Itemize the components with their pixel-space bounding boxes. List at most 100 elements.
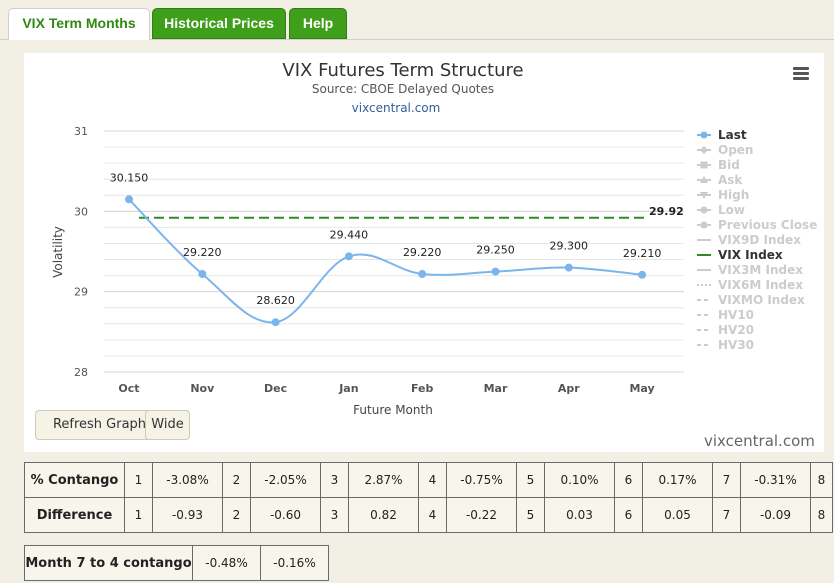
refresh-graph-button[interactable]: Refresh Graph	[35, 410, 164, 440]
legend-item[interactable]: VIX6M Index	[697, 278, 803, 292]
last-series-point	[418, 269, 427, 278]
table-cell: 4	[418, 462, 447, 498]
vix-index-label: 29.92	[649, 205, 684, 218]
legend-label: Previous Close	[718, 218, 817, 232]
table-cell: 4	[418, 497, 447, 533]
legend-item[interactable]: Last	[697, 128, 747, 142]
table-cell: 6	[614, 462, 643, 498]
legend-marker-triangle	[700, 176, 708, 183]
legend-item[interactable]: VIX9D Index	[697, 233, 801, 247]
legend-label: High	[718, 188, 749, 202]
legend-item[interactable]: VIX3M Index	[697, 263, 803, 277]
legend-marker-circle	[700, 131, 708, 139]
legend-item[interactable]: HV10	[697, 308, 754, 322]
last-series-point	[125, 195, 133, 204]
table-cell: 2.87%	[348, 462, 419, 498]
legend-item[interactable]: VIXMO Index	[697, 293, 805, 307]
legend-label: Last	[718, 128, 747, 142]
data-label: 29.440	[330, 228, 369, 241]
last-series-point	[491, 267, 500, 276]
tab-help[interactable]: Help	[289, 8, 347, 39]
row-label: Month 7 to 4 contango	[24, 545, 193, 581]
legend-item[interactable]: High	[697, 188, 749, 202]
table-cell: 7	[712, 462, 741, 498]
table-cell: 3	[320, 462, 349, 498]
x-tick-label: Mar	[484, 382, 508, 395]
tab-historical-prices[interactable]: Historical Prices	[152, 8, 286, 39]
legend-label: VIX3M Index	[718, 263, 803, 277]
legend-label: Low	[718, 203, 745, 217]
legend-label: HV30	[718, 338, 754, 352]
legend-marker-circle	[700, 206, 708, 214]
term-structure-chart: VIX Futures Term Structure Source: CBOE …	[51, 60, 817, 417]
legend-item[interactable]: Ask	[697, 173, 743, 187]
table-cell: -2.05%	[250, 462, 321, 498]
table-cell: -0.48%	[192, 545, 261, 581]
table-cell: 0.82	[348, 497, 419, 533]
row-label: % Contango	[24, 462, 125, 498]
legend-item[interactable]: VIX Index	[697, 248, 783, 262]
chart-panel: VIX Futures Term Structure Source: CBOE …	[24, 53, 824, 452]
legend-marker-diamond	[700, 146, 708, 154]
table-cell: 5	[516, 497, 545, 533]
table-row: Difference 1 -0.93 2 -0.60 3 0.82 4 -0.2…	[24, 497, 833, 533]
y-tick-label: 30	[74, 205, 88, 218]
chart-menu-icon[interactable]	[793, 67, 809, 81]
legend-label: VIX6M Index	[718, 278, 803, 292]
table-cell: 7	[712, 497, 741, 533]
legend-item[interactable]: Open	[697, 143, 753, 157]
y-axis-label: Volatility	[51, 226, 65, 278]
chart-subtitle: Source: CBOE Delayed Quotes	[312, 82, 494, 96]
table-cell: 0.10%	[544, 462, 615, 498]
row-label: Difference	[24, 497, 125, 533]
table-cell: -0.31%	[740, 462, 811, 498]
table-cell: -0.22	[446, 497, 517, 533]
legend-item[interactable]: HV30	[697, 338, 754, 352]
legend-marker-circle	[700, 221, 708, 229]
legend-label: Open	[718, 143, 753, 157]
x-tick-label: May	[629, 382, 654, 395]
table-cell: -0.75%	[446, 462, 517, 498]
table-row: Month 7 to 4 contango -0.48% -0.16%	[24, 545, 329, 581]
legend-label: Ask	[718, 173, 743, 187]
data-label: 30.150	[110, 171, 149, 184]
month-contango-table: Month 7 to 4 contango -0.48% -0.16%	[24, 545, 329, 581]
last-series-point	[271, 318, 280, 327]
legend-item[interactable]: Bid	[697, 158, 740, 172]
legend-item[interactable]: Low	[697, 203, 745, 217]
x-tick-label: Feb	[411, 382, 434, 395]
wide-button[interactable]: Wide	[145, 410, 190, 440]
table-cell: 0.17%	[642, 462, 713, 498]
legend-label: HV10	[718, 308, 754, 322]
table-cell: 3	[320, 497, 349, 533]
legend-item[interactable]: HV20	[697, 323, 754, 337]
table-cell: 8	[810, 462, 833, 498]
x-tick-label: Dec	[264, 382, 287, 395]
legend-marker-triangle-down	[700, 192, 708, 199]
table-cell: 0.05	[642, 497, 713, 533]
legend-label: HV20	[718, 323, 754, 337]
legend-label: VIX9D Index	[718, 233, 801, 247]
table-cell: 6	[614, 497, 643, 533]
table-cell: 2	[222, 462, 251, 498]
legend-label: VIXMO Index	[718, 293, 805, 307]
table-cell: -0.16%	[260, 545, 329, 581]
table-cell: 5	[516, 462, 545, 498]
x-tick-label: Jan	[338, 382, 358, 395]
data-label: 29.250	[476, 244, 515, 257]
chart-source-link[interactable]: vixcentral.com	[352, 101, 441, 115]
tab-bar: VIX Term Months Historical Prices Help	[0, 0, 834, 44]
y-tick-label: 28	[74, 366, 88, 379]
data-label: 29.210	[623, 247, 662, 260]
last-series-point	[564, 263, 573, 272]
table-cell: 1	[124, 462, 153, 498]
table-cell: -0.60	[250, 497, 321, 533]
legend-label: Bid	[718, 158, 740, 172]
table-cell: -3.08%	[152, 462, 223, 498]
legend-item[interactable]: Previous Close	[697, 218, 817, 232]
data-label: 28.620	[256, 294, 295, 307]
x-tick-label: Oct	[118, 382, 139, 395]
table-cell: 0.03	[544, 497, 615, 533]
data-label: 29.220	[403, 246, 442, 259]
tab-vix-term-months[interactable]: VIX Term Months	[8, 8, 150, 40]
